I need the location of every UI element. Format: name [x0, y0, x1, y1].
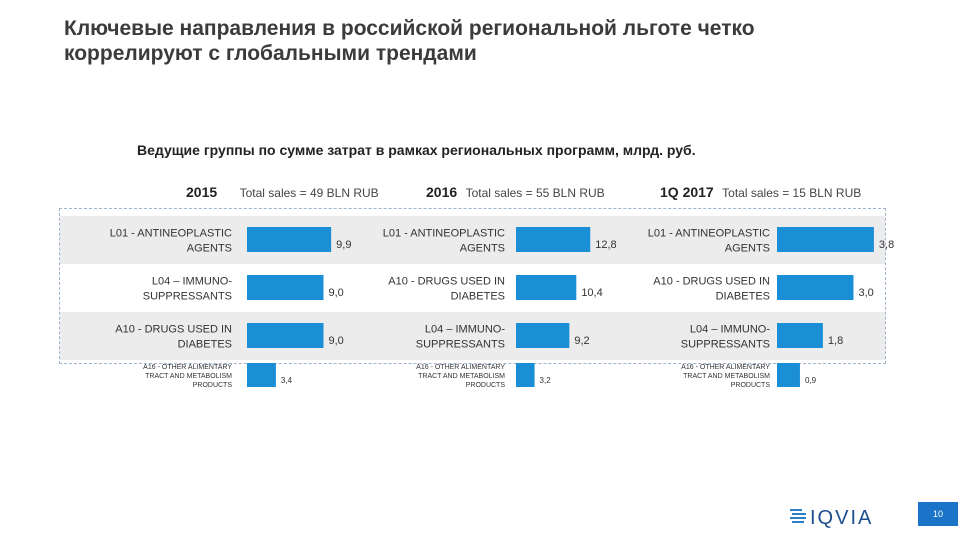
bar: [777, 275, 854, 300]
page-number: 10: [918, 502, 958, 526]
category-label: DIABETES: [716, 291, 770, 303]
bar: [777, 227, 874, 252]
chart-year: 2015: [186, 184, 218, 200]
chart-header-2016: 2016 Total sales = 55 BLN RUB: [426, 184, 605, 202]
data-label: 3,4: [281, 376, 293, 385]
category-label: L01 - ANTINEOPLASTIC: [648, 228, 770, 240]
category-label: A10 - DRUGS USED IN: [388, 276, 505, 288]
category-label: SUPPRESSANTS: [416, 339, 505, 351]
bar: [777, 323, 823, 348]
category-label: TRACT AND METABOLISM: [683, 373, 770, 380]
category-label: L04 – IMMUNO-: [152, 276, 232, 288]
category-label: AGENTS: [187, 243, 232, 255]
bar: [247, 323, 324, 348]
chart-total: Total sales = 55 BLN RUB: [465, 186, 605, 200]
data-label: 12,8: [595, 239, 616, 251]
category-label: L04 – IMMUNO-: [690, 324, 770, 336]
category-label: PRODUCTS: [466, 382, 506, 389]
row-band-3: [60, 312, 885, 360]
category-label: TRACT AND METABOLISM: [145, 373, 232, 380]
category-label: AGENTS: [725, 243, 770, 255]
category-label: DIABETES: [178, 339, 232, 351]
bar: [777, 363, 800, 387]
bar: [516, 323, 570, 348]
category-label: PRODUCTS: [731, 382, 771, 389]
category-label: TRACT AND METABOLISM: [418, 373, 505, 380]
row-band-1: [60, 216, 885, 264]
category-label: SUPPRESSANTS: [143, 291, 232, 303]
data-label: 1,8: [828, 335, 843, 347]
chart-subtitle: Ведущие группы по сумме затрат в рамках …: [137, 142, 696, 158]
bar: [247, 227, 332, 252]
data-label: 0,9: [805, 376, 817, 385]
chart-year: 2016: [426, 184, 458, 200]
chart-total: Total sales = 15 BLN RUB: [722, 186, 862, 200]
data-label: 9,2: [574, 335, 589, 347]
chart-header-1q2017: 1Q 2017 Total sales = 15 BLN RUB: [660, 184, 861, 202]
category-label: A10 - DRUGS USED IN: [115, 324, 232, 336]
category-label: AGENTS: [460, 243, 505, 255]
chart-header-2015: 2015 Total sales = 49 BLN RUB: [186, 184, 379, 202]
category-label: A10 - DRUGS USED IN: [653, 276, 770, 288]
bar: [516, 227, 591, 252]
data-label: 9,0: [329, 335, 344, 347]
slide-title: Ключевые направления в российской регион…: [64, 17, 755, 65]
category-label: DIABETES: [451, 291, 505, 303]
category-label: L01 - ANTINEOPLASTIC: [383, 228, 505, 240]
data-label: 3,2: [540, 376, 552, 385]
bar: [247, 363, 276, 387]
data-label: 9,0: [329, 287, 344, 299]
chart-year: 1Q 2017: [660, 184, 714, 200]
data-label: 3,0: [859, 287, 874, 299]
chart-total: Total sales = 49 BLN RUB: [239, 186, 379, 200]
bar: [516, 275, 577, 300]
data-label: 9,9: [336, 239, 351, 251]
category-label: SUPPRESSANTS: [681, 339, 770, 351]
category-label: A16 - OTHER ALIMENTARY: [143, 364, 232, 371]
iqvia-logo: IQVIA: [790, 507, 873, 529]
chart-frame: [59, 208, 886, 364]
bar: [247, 275, 324, 300]
category-label: A16 - OTHER ALIMENTARY: [681, 364, 770, 371]
category-label: PRODUCTS: [193, 382, 233, 389]
data-label: 10,4: [581, 287, 602, 299]
category-label: L04 – IMMUNO-: [425, 324, 505, 336]
logo-text: IQVIA: [810, 507, 873, 529]
data-label: 3,8: [879, 239, 894, 251]
bar: [516, 363, 535, 387]
category-label: L01 - ANTINEOPLASTIC: [110, 228, 232, 240]
category-label: A16 - OTHER ALIMENTARY: [416, 364, 505, 371]
